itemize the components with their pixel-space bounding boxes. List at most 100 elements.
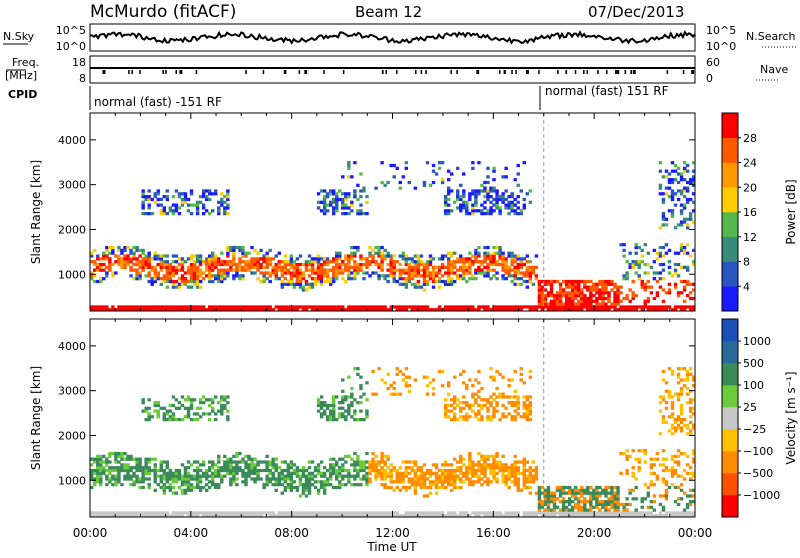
heatmap-cell bbox=[691, 262, 696, 267]
heatmap-cell bbox=[410, 268, 415, 272]
heatmap-cell bbox=[398, 369, 402, 374]
heatmap-cell bbox=[577, 511, 581, 515]
heatmap-cell bbox=[347, 395, 351, 399]
heatmap-cell bbox=[350, 305, 354, 309]
heatmap-cell bbox=[682, 288, 687, 292]
heatmap-cell bbox=[513, 308, 517, 312]
heatmap-cell bbox=[220, 305, 224, 309]
heatmap-cell bbox=[516, 277, 520, 281]
heatmap-cell bbox=[120, 305, 124, 309]
heatmap-cell bbox=[646, 485, 651, 490]
heatmap-cell bbox=[604, 488, 608, 492]
heatmap-cell bbox=[570, 299, 575, 303]
heatmap-cell bbox=[316, 257, 321, 261]
heatmap-cell bbox=[310, 268, 315, 272]
heatmap-cell bbox=[462, 265, 466, 269]
heatmap-cell bbox=[446, 511, 451, 515]
heatmap-cell bbox=[525, 468, 530, 473]
heatmap-cell bbox=[338, 412, 342, 416]
heatmap-cell bbox=[655, 514, 660, 518]
heatmap-cell bbox=[144, 460, 148, 464]
heatmap-cell bbox=[446, 169, 451, 173]
heatmap-cell bbox=[283, 485, 288, 490]
heatmap-cell bbox=[431, 265, 436, 269]
heatmap-cell bbox=[171, 418, 176, 422]
heatmap-cell bbox=[616, 491, 620, 495]
nsearch-tick-top: 10^5 bbox=[706, 24, 736, 37]
heatmap-cell bbox=[564, 282, 569, 286]
heatmap-cell bbox=[489, 480, 493, 484]
heatmap-cell bbox=[359, 254, 363, 258]
heatmap-cell bbox=[661, 277, 666, 281]
heatmap-cell bbox=[123, 451, 127, 456]
heatmap-cell bbox=[449, 463, 454, 467]
heatmap-cell bbox=[486, 305, 490, 309]
heatmap-cell bbox=[682, 508, 687, 512]
heatmap-cell bbox=[646, 514, 651, 518]
heatmap-cell bbox=[537, 296, 542, 301]
heatmap-cell bbox=[129, 466, 133, 470]
heatmap-cell bbox=[410, 305, 415, 309]
heatmap-cell bbox=[416, 260, 421, 264]
heatmap-cell bbox=[486, 166, 490, 170]
heatmap-cell bbox=[643, 449, 647, 453]
heatmap-cell bbox=[456, 477, 460, 481]
heatmap-cell bbox=[492, 511, 496, 515]
heatmap-cell bbox=[580, 305, 584, 309]
heatmap-cell bbox=[664, 457, 669, 461]
heatmap-cell bbox=[332, 197, 336, 202]
heatmap-cell bbox=[192, 460, 197, 464]
heatmap-cell bbox=[192, 265, 197, 269]
heatmap-cell bbox=[114, 511, 118, 515]
heatmap-cell bbox=[138, 262, 142, 267]
heatmap-cell bbox=[688, 477, 693, 481]
heatmap-cell bbox=[316, 511, 321, 515]
heatmap-cell bbox=[395, 392, 399, 396]
heatmap-cell bbox=[204, 189, 209, 193]
heatmap-cell bbox=[489, 466, 493, 470]
heatmap-cell bbox=[528, 369, 533, 374]
heatmap-cell bbox=[682, 245, 687, 250]
heatmap-cell bbox=[404, 257, 409, 261]
heatmap-cell bbox=[489, 367, 493, 371]
x-tick-label: 12:00 bbox=[375, 526, 410, 540]
heatmap-cell bbox=[256, 262, 260, 267]
nave-dot bbox=[180, 70, 183, 74]
heatmap-cell bbox=[570, 308, 575, 312]
heatmap-cell bbox=[313, 268, 318, 272]
heatmap-cell bbox=[292, 260, 297, 264]
heatmap-cell bbox=[226, 466, 230, 470]
heatmap-cell bbox=[404, 271, 409, 275]
heatmap-cell bbox=[147, 189, 151, 193]
heatmap-cell bbox=[389, 511, 393, 515]
heatmap-cell bbox=[601, 288, 605, 292]
heatmap-cell bbox=[453, 511, 457, 515]
heatmap-cell bbox=[501, 254, 505, 258]
heatmap-cell bbox=[685, 217, 690, 221]
heatmap-cell bbox=[220, 200, 224, 204]
heatmap-cell bbox=[589, 288, 593, 292]
heatmap-cell bbox=[280, 268, 284, 272]
heatmap-cell bbox=[628, 251, 632, 255]
heatmap-cell bbox=[159, 254, 163, 258]
heatmap-cell bbox=[353, 189, 357, 193]
heatmap-cell bbox=[168, 265, 173, 269]
heatmap-cell bbox=[577, 514, 581, 518]
heatmap-cell bbox=[347, 406, 351, 410]
heatmap-cell bbox=[688, 305, 693, 309]
heatmap-cell bbox=[347, 166, 351, 170]
heatmap-cell bbox=[434, 463, 439, 467]
heatmap-cell bbox=[658, 226, 663, 230]
heatmap-cell bbox=[537, 305, 542, 309]
heatmap-cell bbox=[486, 401, 490, 405]
heatmap-cell bbox=[271, 463, 275, 467]
heatmap-cell bbox=[217, 457, 221, 461]
heatmap-cell bbox=[356, 372, 360, 376]
heatmap-cell bbox=[682, 279, 687, 284]
heatmap-cell bbox=[298, 511, 303, 515]
heatmap-cell bbox=[489, 471, 493, 475]
heatmap-cell bbox=[667, 389, 672, 393]
heatmap-cell bbox=[431, 277, 436, 281]
heatmap-cell bbox=[123, 468, 127, 473]
heatmap-cell bbox=[177, 257, 182, 261]
